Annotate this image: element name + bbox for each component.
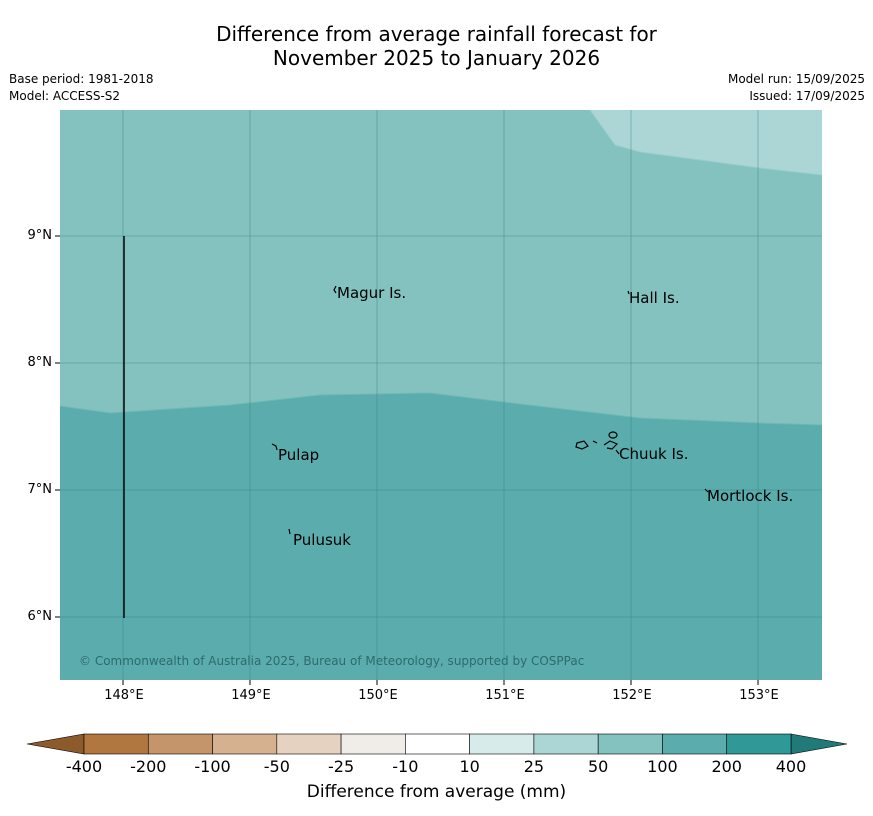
model-run: Model run: 15/09/2025 [727, 72, 865, 86]
colorbar-segment [83, 733, 149, 755]
island-pulap [271, 443, 278, 451]
lat-label-8n: 8°N [27, 355, 53, 370]
meta-left: Base period: 1981-2018 Model: ACCESS-S2 [9, 71, 154, 105]
lon-label-151e: 151°E [485, 688, 525, 703]
colorbar-tick-label: -25 [328, 757, 355, 776]
place-pulap: Pulap [278, 446, 319, 464]
colorbar-title: Difference from average (mm) [306, 782, 567, 802]
colorbar-tick-label: -50 [263, 757, 290, 776]
title-line-2: November 2025 to January 2026 [272, 46, 601, 70]
title-line-1: Difference from average rainfall forecas… [216, 22, 657, 46]
lon-label-148e: 148°E [104, 688, 144, 703]
lon-label-150e: 150°E [358, 688, 398, 703]
colorbar [26, 733, 848, 755]
place-mortlock: Mortlock Is. [707, 487, 793, 505]
island-chuuk [575, 431, 620, 455]
island-magur [333, 285, 337, 294]
lat-label-7n: 7°N [27, 482, 53, 497]
lat-label-9n: 9°N [27, 228, 53, 243]
colorbar-tick-label: -10 [392, 757, 419, 776]
zone-25-50 [590, 110, 822, 175]
lon-label-149e: 149°E [231, 688, 271, 703]
lon-label-153e: 153°E [739, 688, 779, 703]
colorbar-tick-label: -400 [65, 757, 103, 776]
island-mortlock [704, 488, 709, 493]
colorbar-segment [147, 733, 213, 755]
colorbar-segment [533, 733, 599, 755]
colorbar-low-extend [26, 733, 85, 755]
colorbar-tick-label: -200 [130, 757, 167, 776]
map-area [59, 109, 823, 680]
colorbar-tick-label: -100 [194, 757, 231, 776]
colorbar-tick-label: 200 [711, 757, 742, 776]
meta-right: Model run: 15/09/2025 Issued: 17/09/2025 [728, 71, 865, 105]
map-title: Difference from average rainfall forecas… [0, 22, 873, 70]
place-hall: Hall Is. [629, 289, 680, 307]
colorbar-tick-label: 400 [775, 757, 807, 776]
colorbar-segment [597, 733, 663, 755]
colorbar-tick-label: 100 [647, 757, 678, 776]
colorbar-segment [726, 733, 792, 755]
base-period: Base period: 1981-2018 [9, 72, 154, 86]
place-magur: Magur Is. [337, 284, 406, 302]
colorbar-tick-label: 25 [523, 757, 545, 776]
colorbar-segment [405, 733, 470, 755]
colorbar-segment [212, 733, 278, 755]
zone-50-100 [60, 110, 822, 425]
gridlines [60, 110, 822, 680]
lat-label-6n: 6°N [27, 609, 53, 624]
place-chuuk: Chuuk Is. [619, 445, 688, 463]
colorbar-segment [662, 733, 728, 755]
colorbar-tick-label: 50 [587, 757, 609, 776]
issued-date: Issued: 17/09/2025 [749, 89, 865, 103]
island-pulusuk [288, 528, 291, 535]
lon-label-152e: 152°E [612, 688, 652, 703]
place-pulusuk: Pulusuk [293, 531, 351, 549]
copyright-note: © Commonwealth of Australia 2025, Bureau… [79, 654, 584, 668]
colorbar-tick-label: 10 [459, 757, 480, 776]
colorbar-segment [276, 733, 342, 755]
colorbar-high-extend [790, 733, 848, 755]
colorbar-segment [469, 733, 535, 755]
island-hall [627, 290, 630, 295]
model-name: Model: ACCESS-S2 [9, 89, 121, 103]
islands [271, 285, 709, 535]
colorbar-segment [340, 733, 406, 755]
tick-marks [55, 235, 759, 685]
